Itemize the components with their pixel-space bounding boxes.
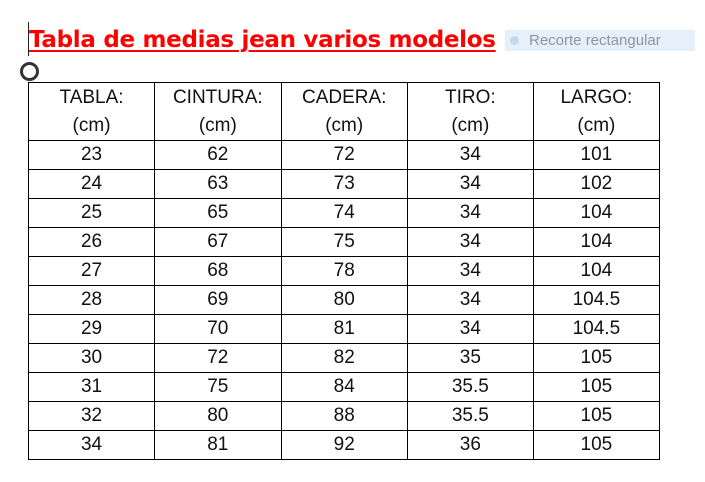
sizes-table: TABLA: (cm) CINTURA: (cm) CADERA: (cm) TIRO: (c… [27,82,661,460]
header-text: CADERA: [301,86,387,108]
table-cell: 34 [406,140,534,170]
table-cell: 34 [27,430,156,460]
document-title: Tabla de medias jean varios modelos [29,27,496,53]
table-cell: 105 [532,430,661,460]
table-cell: 65 [154,198,282,228]
record-dot-icon [510,36,519,45]
table-cell: 35 [406,343,534,373]
table-cell: 35.5 [406,372,534,402]
table-cell: 30 [27,343,156,373]
table-cell: 84 [280,372,408,402]
table-cell: 26 [27,227,156,257]
table-row: 34 81 92 36 105 [27,430,661,460]
table-row: 26 67 75 34 104 [27,227,661,257]
snip-overlay-label: Recorte rectangular [529,32,661,49]
table-cell: 31 [27,372,156,402]
text-cursor [28,22,29,56]
table-cell: 35.5 [406,401,534,431]
table-cell: 34 [406,285,534,315]
table-row: 28 69 80 34 104.5 [27,285,661,315]
table-cell: 24 [27,169,156,199]
table-row: 25 65 74 34 104 [27,198,661,228]
table-cell: 80 [154,401,282,431]
table-cell: 34 [406,169,534,199]
table-cell: 63 [154,169,282,199]
header-text: TABLA: [59,86,124,108]
table-cell: 74 [280,198,408,228]
table-cell: 82 [280,343,408,373]
table-cell: 34 [406,256,534,286]
table-cell: 29 [27,314,156,344]
table-cell: 68 [154,256,282,286]
table-cell: 81 [280,314,408,344]
table-cell: 101 [532,140,661,170]
table-cell: 25 [27,198,156,228]
table-cell: 104 [532,198,661,228]
table-cell: 92 [280,430,408,460]
table-cell: 34 [406,227,534,257]
header-text: CINTURA: [172,86,263,108]
table-cell: 36 [406,430,534,460]
header-text: TIRO: [445,86,496,108]
table-row: 23 62 72 34 101 [27,140,661,170]
table-cell: 27 [27,256,156,286]
table-cell: 104.5 [532,285,661,315]
table-row: 30 72 82 35 105 [27,343,661,373]
table-cell: 78 [280,256,408,286]
table-cell: 104 [532,256,661,286]
header-text: LARGO: [560,86,633,108]
table-cell: 23 [27,140,156,170]
column-header: CADERA: (cm) [280,82,408,141]
table-row: 31 75 84 35.5 105 [27,372,661,402]
table-cell: 72 [280,140,408,170]
table-cell: 104.5 [532,314,661,344]
column-header: TABLA: (cm) [27,82,156,141]
table-cell: 102 [532,169,661,199]
snip-overlay: Recorte rectangular [505,30,695,51]
table-cell: 28 [27,285,156,315]
header-row: TABLA: (cm) CINTURA: (cm) CADERA: (cm) TIRO: (c… [27,82,661,141]
header-text: (cm) [577,114,616,136]
table-cell: 62 [154,140,282,170]
table-cell: 105 [532,401,661,431]
table-cell: 73 [280,169,408,199]
column-header: LARGO: (cm) [532,82,661,141]
header-text: (cm) [325,114,364,136]
header-text: (cm) [72,114,111,136]
table-cell: 32 [27,401,156,431]
table-row: 32 80 88 35.5 105 [27,401,661,431]
table-cell: 81 [154,430,282,460]
table-cell: 72 [154,343,282,373]
table-cell: 80 [280,285,408,315]
header-text: (cm) [198,114,237,136]
table-cell: 34 [406,198,534,228]
column-header: CINTURA: (cm) [154,82,282,141]
column-header: TIRO: (cm) [406,82,534,141]
table-cell: 75 [154,372,282,402]
table-cell: 105 [532,343,661,373]
table-row: 24 63 73 34 102 [27,169,661,199]
table-row: 27 68 78 34 104 [27,256,661,286]
table-cell: 69 [154,285,282,315]
table-cell: 88 [280,401,408,431]
table-cell: 75 [280,227,408,257]
anchor-handle-icon[interactable] [20,62,39,81]
header-text: (cm) [451,114,490,136]
table-cell: 67 [154,227,282,257]
table-row: 29 70 81 34 104.5 [27,314,661,344]
table-cell: 34 [406,314,534,344]
table-cell: 70 [154,314,282,344]
table-cell: 104 [532,227,661,257]
table-cell: 105 [532,372,661,402]
